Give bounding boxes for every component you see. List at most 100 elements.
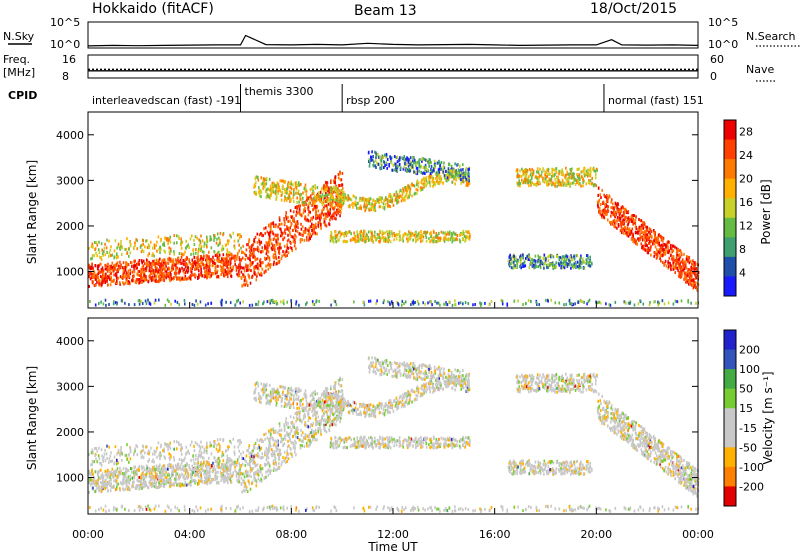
power-cell xyxy=(653,229,655,232)
power-cell xyxy=(582,180,584,184)
power-cell xyxy=(118,267,120,271)
power-cell xyxy=(589,179,592,183)
power-cell xyxy=(458,301,460,305)
power-cell xyxy=(416,299,419,303)
power-cell xyxy=(387,236,389,240)
power-cell xyxy=(648,239,651,243)
power-cell xyxy=(337,209,340,213)
power-cell xyxy=(434,164,436,167)
power-cell xyxy=(338,208,341,212)
power-cell xyxy=(106,279,108,283)
power-cell xyxy=(156,268,158,272)
power-cell xyxy=(176,261,178,264)
power-cell xyxy=(329,199,331,203)
power-cell xyxy=(266,245,268,249)
power-cell xyxy=(207,265,209,269)
power-cell xyxy=(669,263,672,267)
power-cell xyxy=(333,207,335,211)
power-cell xyxy=(331,187,333,191)
power-cell xyxy=(121,252,123,256)
power-cell xyxy=(214,254,217,257)
noise-left-label: N.Sky xyxy=(3,30,35,43)
power-cell xyxy=(275,255,277,259)
power-cell xyxy=(450,231,453,235)
power-cell xyxy=(514,266,516,270)
power-cell xyxy=(444,232,446,236)
power-cell xyxy=(314,195,316,199)
power-cell xyxy=(457,171,459,175)
power-cell xyxy=(162,276,165,280)
power-cell xyxy=(519,255,521,259)
power-cell xyxy=(90,245,93,249)
velocity-cell xyxy=(95,482,98,486)
power-cell xyxy=(281,191,283,195)
power-cell xyxy=(127,269,130,273)
power-cell xyxy=(213,258,216,262)
power-cell xyxy=(418,235,421,239)
power-cell xyxy=(205,254,208,258)
power-cell xyxy=(527,299,530,303)
power-cell xyxy=(403,162,406,166)
power-cell xyxy=(431,175,433,179)
power-cell xyxy=(464,301,467,305)
power-cell xyxy=(530,175,533,179)
power-cell xyxy=(292,210,295,214)
power-cell xyxy=(127,274,129,278)
power-cell xyxy=(564,263,567,267)
velocity-cell xyxy=(202,464,204,467)
power-cell xyxy=(566,261,568,265)
power-cell xyxy=(205,265,207,269)
power-cell xyxy=(320,226,322,230)
power-cell xyxy=(660,246,662,250)
power-cell xyxy=(619,218,621,222)
power-cell xyxy=(135,281,138,285)
power-cell xyxy=(206,245,208,249)
power-cell xyxy=(197,252,199,256)
power-cell xyxy=(675,262,678,266)
power-cell xyxy=(393,193,396,197)
power-cell xyxy=(155,268,157,272)
power-cell xyxy=(560,173,563,176)
power-cell xyxy=(240,258,243,262)
power-cell xyxy=(320,224,322,228)
power-cell xyxy=(366,236,369,240)
power-cell xyxy=(391,168,393,172)
power-cell xyxy=(174,263,176,267)
power-cell xyxy=(248,268,251,272)
power-cell xyxy=(409,159,411,163)
power-cell xyxy=(668,256,671,260)
power-cell xyxy=(314,199,316,202)
power-cell xyxy=(283,199,286,203)
power-cell xyxy=(150,240,152,244)
power-cell xyxy=(300,192,302,196)
power-cell xyxy=(583,300,585,304)
power-cell xyxy=(354,200,357,204)
power-cell xyxy=(116,261,119,265)
power-cell xyxy=(678,253,681,257)
power-cell xyxy=(416,234,418,238)
power-cell xyxy=(576,253,578,257)
power-cell xyxy=(438,167,440,171)
power-cell xyxy=(244,257,247,261)
power-cell xyxy=(646,244,648,248)
power-cell xyxy=(535,301,538,304)
power-cell xyxy=(339,172,341,176)
power-cell xyxy=(534,262,537,266)
power-cell xyxy=(96,266,99,270)
power-cell xyxy=(406,187,409,191)
power-cell xyxy=(687,268,690,271)
power-cell xyxy=(671,257,673,261)
power-cell xyxy=(336,193,338,197)
power-cell xyxy=(370,158,372,162)
velocity-cell xyxy=(203,472,205,476)
power-cell xyxy=(88,284,90,288)
power-cell xyxy=(687,255,689,259)
power-cell xyxy=(318,191,320,195)
power-cell xyxy=(448,300,450,304)
power-cell xyxy=(561,178,564,182)
power-cell xyxy=(319,194,322,198)
power-cell xyxy=(298,200,300,204)
power-cell xyxy=(454,238,456,242)
power-cell xyxy=(525,179,528,183)
power-cell xyxy=(601,214,603,218)
